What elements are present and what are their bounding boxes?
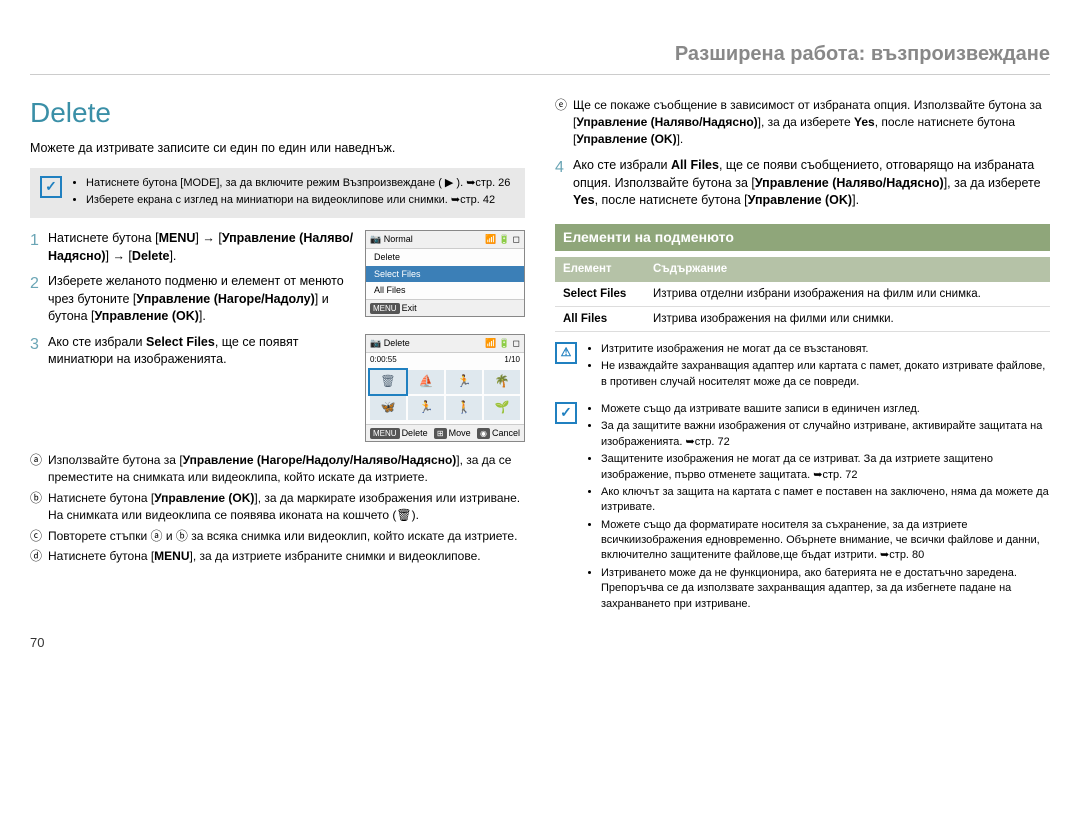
lcd-screenshot-thumbs: 📷 Delete 📶 🔋 ◻ 0:00:55 1/10 🗑 ⛵ 🏃 🌴 🦋 🏃 …: [365, 334, 525, 442]
step-text: Ако сте избрали Select Files, ще се появ…: [48, 334, 357, 369]
thumb: 🦋: [370, 396, 406, 420]
lcd2-btn: ◉Cancel: [477, 427, 520, 440]
page-title: Delete: [30, 93, 525, 132]
cell-label: All Files: [555, 306, 645, 331]
substep-text: Натиснете бутона [Управление (OK)], за д…: [48, 490, 525, 524]
tip-item: Можете също да форматирате носителя за с…: [601, 518, 1050, 564]
tip-item: Можете също да изтривате вашите записи в…: [601, 402, 1050, 417]
substep-letter: ⓓ: [30, 548, 48, 565]
menu-badge: MENU: [370, 303, 400, 314]
cell-desc: Изтрива отделни избрани изображения на ф…: [645, 282, 1050, 307]
lcd2-btn: ⊞Move: [434, 427, 471, 440]
cell-desc: Изтрива изображения на филми или снимки.: [645, 306, 1050, 331]
step-number: 2: [30, 273, 48, 326]
info-item: Изберете екрана с изглед на миниатюри на…: [86, 193, 510, 208]
substep-d: ⓓ Натиснете бутона [MENU], за да изтриет…: [30, 548, 525, 565]
step-1: 1 Натиснете бутона [MENU] → [Управление …: [30, 230, 357, 265]
step-2: 2 Изберете желаното подменю и елемент от…: [30, 273, 357, 326]
lcd-top-icons: 📶 🔋 ◻: [485, 233, 520, 246]
table-row: Select Files Изтрива отделни избрани изо…: [555, 282, 1050, 307]
lcd2-title: 📷 Delete: [370, 337, 410, 350]
substep-text: Повторете стъпки ⓐ и ⓑ за всяка снимка и…: [48, 528, 517, 545]
substep-text: Използвайте бутона за [Управление (Нагор…: [48, 452, 525, 486]
substep-a: ⓐ Използвайте бутона за [Управление (Наг…: [30, 452, 525, 486]
check-icon: [40, 176, 62, 198]
lcd-row: All Files: [366, 282, 524, 299]
substep-text: Натиснете бутона [MENU], за да изтриете …: [48, 548, 481, 565]
step-3: 3 Ако сте избрали Select Files, ще се по…: [30, 334, 357, 369]
info-box-mode: Натиснете бутона [MODE], за да включите …: [30, 168, 525, 219]
substep-b: ⓑ Натиснете бутона [Управление (OK)], за…: [30, 490, 525, 524]
lcd2-count: 1/10: [504, 354, 520, 365]
page-number: 70: [30, 634, 1050, 652]
tip-item: Изтриването може да не функционира, ако …: [601, 566, 1050, 612]
tips-box: Можете също да изтривате вашите записи в…: [555, 402, 1050, 614]
step-text: Натиснете бутона [MENU] → [Управление (Н…: [48, 230, 357, 265]
warn-item: Не изваждайте захранващия адаптер или ка…: [601, 359, 1050, 390]
intro-text: Можете да изтривате записите си един по …: [30, 140, 525, 158]
substep-letter: ⓔ: [555, 97, 573, 147]
lcd2-time: 0:00:55: [370, 354, 397, 365]
thumb: 🏃: [446, 370, 482, 394]
warn-item: Изтритите изображения не могат да се въз…: [601, 342, 1050, 357]
step-4: 4 Ако сте избрали All Files, ще се появи…: [555, 157, 1050, 210]
chapter-header: Разширена работа: възпроизвеждане: [30, 40, 1050, 75]
lcd-row: Delete: [366, 249, 524, 266]
table-row: All Files Изтрива изображения на филми и…: [555, 306, 1050, 331]
substep-letter: ⓒ: [30, 528, 48, 545]
thumb: 🚶: [446, 396, 482, 420]
submenu-table: Елемент Съдържание Select Files Изтрива …: [555, 257, 1050, 331]
tip-item: За да защитите важни изображения от случ…: [601, 419, 1050, 450]
lcd-row-selected: Select Files: [366, 266, 524, 283]
submenu-section-title: Елементи на подменюто: [555, 224, 1050, 252]
thumb: 🏃: [408, 396, 444, 420]
lcd2-btn: MENUDelete: [370, 427, 428, 440]
step-text: Изберете желаното подменю и елемент от м…: [48, 273, 357, 326]
lcd2-icons: 📶 🔋 ◻: [485, 337, 520, 350]
cell-label: Select Files: [555, 282, 645, 307]
thumb: 🌱: [484, 396, 520, 420]
lcd-top-left: 📷 Normal: [370, 233, 413, 246]
lcd-bottom: MENUMENU ExitExit: [366, 299, 524, 317]
thumb: 🗑: [370, 370, 406, 394]
substep-letter: ⓐ: [30, 452, 48, 486]
step-number: 3: [30, 334, 48, 369]
step-number: 4: [555, 157, 573, 210]
check-icon: [555, 402, 577, 424]
lcd-screenshot-menu: 📷 Normal 📶 🔋 ◻ Delete Select Files All F…: [365, 230, 525, 317]
step-text: Ако сте избрали All Files, ще се появи с…: [573, 157, 1050, 210]
tip-item: Ако ключът за защита на картата с памет …: [601, 485, 1050, 516]
table-header: Съдържание: [645, 257, 1050, 281]
substep-text: Ще се покаже съобщение в зависимост от и…: [573, 97, 1050, 147]
substep-letter: ⓑ: [30, 490, 48, 524]
warning-icon: [555, 342, 577, 364]
warning-box: Изтритите изображения не могат да се въз…: [555, 342, 1050, 392]
thumb: 🌴: [484, 370, 520, 394]
tip-item: Защитените изображения не могат да се из…: [601, 452, 1050, 483]
thumb: ⛵: [408, 370, 444, 394]
substep-e: ⓔ Ще се покаже съобщение в зависимост от…: [555, 97, 1050, 147]
substep-c: ⓒ Повторете стъпки ⓐ и ⓑ за всяка снимка…: [30, 528, 525, 545]
info-item: Натиснете бутона [MODE], за да включите …: [86, 176, 510, 191]
step-number: 1: [30, 230, 48, 265]
table-header: Елемент: [555, 257, 645, 281]
